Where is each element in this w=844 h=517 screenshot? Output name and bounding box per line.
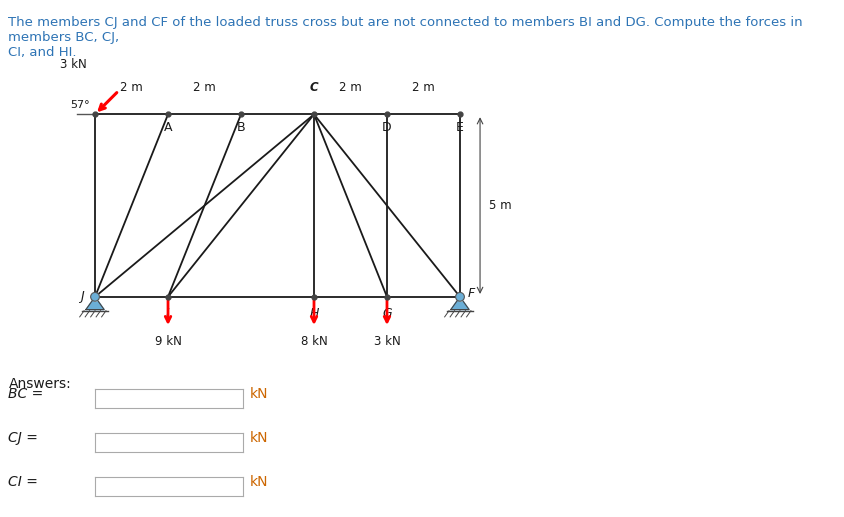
Text: 2 m: 2 m — [193, 81, 215, 94]
Text: I: I — [166, 307, 170, 320]
Text: 2 m: 2 m — [338, 81, 361, 94]
Text: kN: kN — [249, 475, 268, 490]
Polygon shape — [451, 297, 468, 310]
Text: BC =: BC = — [8, 387, 48, 402]
Text: G: G — [381, 307, 392, 320]
Text: i: i — [81, 479, 86, 494]
Text: 8 kN: 8 kN — [300, 335, 327, 348]
Text: The members CJ and CF of the loaded truss cross but are not connected to members: The members CJ and CF of the loaded trus… — [8, 16, 802, 58]
Text: 5 m: 5 m — [489, 199, 511, 212]
Text: 3 kN: 3 kN — [373, 335, 400, 348]
Text: CJ =: CJ = — [8, 431, 43, 446]
Text: 3 kN: 3 kN — [60, 57, 86, 70]
Text: B: B — [236, 120, 245, 133]
Circle shape — [455, 293, 464, 301]
Text: D: D — [381, 120, 392, 133]
Text: E: E — [456, 120, 463, 133]
Text: H: H — [309, 307, 318, 320]
Text: i: i — [81, 391, 86, 406]
Text: Answers:: Answers: — [8, 377, 71, 391]
Polygon shape — [86, 297, 104, 310]
Text: CI =: CI = — [8, 475, 43, 490]
Text: C: C — [309, 81, 318, 94]
Text: 2 m: 2 m — [412, 81, 435, 94]
Text: A: A — [164, 120, 172, 133]
Text: kN: kN — [249, 431, 268, 446]
Text: 9 kN: 9 kN — [154, 335, 181, 348]
Text: J: J — [80, 291, 84, 303]
Text: kN: kN — [249, 387, 268, 402]
Text: F: F — [467, 286, 474, 300]
Text: i: i — [81, 435, 86, 450]
Circle shape — [90, 293, 100, 301]
Text: 2 m: 2 m — [120, 81, 143, 94]
Text: 57°: 57° — [70, 100, 89, 110]
